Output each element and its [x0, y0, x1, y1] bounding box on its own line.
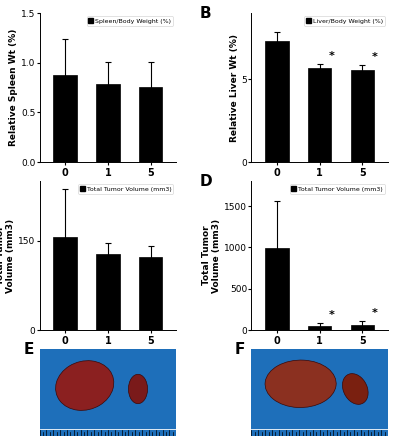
Text: (mg/kg/day): (mg/kg/day) [294, 200, 346, 209]
Bar [308, 326, 331, 330]
Text: PP2: PP2 [310, 350, 329, 359]
Ellipse shape [343, 374, 368, 404]
Text: *: * [371, 52, 377, 62]
Bar [351, 70, 374, 162]
Legend: Total Tumor Volume (mm3): Total Tumor Volume (mm3) [78, 184, 173, 194]
Text: Splenic Primary Tumor: Splenic Primary Tumor [46, 388, 170, 398]
Y-axis label: Total Tumor
Volume (mm3): Total Tumor Volume (mm3) [202, 219, 221, 293]
Text: PP2: PP2 [98, 350, 118, 359]
Ellipse shape [55, 361, 114, 411]
Legend: Spleen/Body Weight (%): Spleen/Body Weight (%) [86, 16, 173, 26]
Bar [265, 41, 289, 162]
Bar [139, 257, 162, 330]
Text: Liver Metastasis: Liver Metastasis [274, 388, 365, 398]
Bar [139, 87, 162, 162]
Y-axis label: Relative Liver Wt (%): Relative Liver Wt (%) [230, 33, 239, 142]
Text: D: D [200, 174, 212, 189]
Bar [96, 84, 120, 162]
Legend: Total Tumor Volume (mm3): Total Tumor Volume (mm3) [289, 184, 385, 194]
Y-axis label: Relative Spleen Wt (%): Relative Spleen Wt (%) [9, 29, 18, 147]
Bar [53, 237, 77, 330]
Bar [96, 254, 120, 330]
Text: PP2: PP2 [98, 182, 118, 191]
Bar [265, 248, 289, 330]
Bar [308, 68, 331, 162]
Text: (mg/kg/day): (mg/kg/day) [82, 368, 134, 377]
Text: *: * [329, 310, 335, 319]
Text: PP2: PP2 [310, 182, 329, 191]
Ellipse shape [128, 374, 148, 403]
Bar [53, 75, 77, 162]
Text: *: * [371, 308, 377, 318]
Text: B: B [200, 6, 211, 21]
Bar [351, 325, 374, 330]
Text: (mg/kg/day): (mg/kg/day) [82, 200, 134, 209]
Text: E: E [23, 342, 34, 357]
Y-axis label: Total Tumor
Volume (mm3): Total Tumor Volume (mm3) [0, 219, 15, 293]
Text: F: F [235, 342, 246, 357]
Text: (mg/kg/day): (mg/kg/day) [294, 368, 346, 377]
Legend: Liver/Body Weight (%): Liver/Body Weight (%) [304, 16, 385, 26]
Ellipse shape [265, 360, 336, 407]
Text: *: * [329, 51, 335, 61]
